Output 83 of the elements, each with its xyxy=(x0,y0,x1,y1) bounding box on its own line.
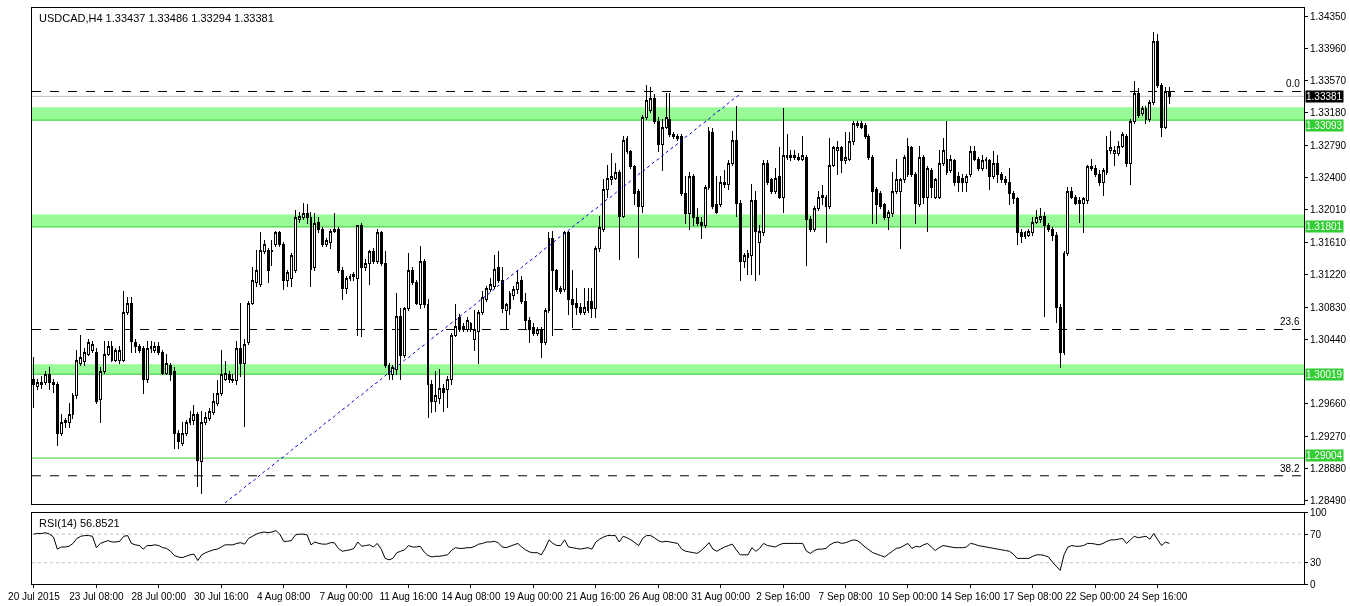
y-tick-label: 1.32400 xyxy=(1310,171,1347,183)
candlestick xyxy=(793,149,797,160)
candlestick xyxy=(691,173,695,226)
ref-line-label: 1.31801 xyxy=(1306,221,1343,232)
candlestick xyxy=(434,371,438,412)
x-tick-label: 26 Aug 08:00 xyxy=(628,591,689,603)
y-tick-label: 30 xyxy=(1310,557,1322,569)
candlestick xyxy=(301,202,305,221)
y-tick-label: 100 xyxy=(1310,507,1328,519)
y-tick-label: 1.32790 xyxy=(1310,139,1347,151)
x-tick-label: 24 Sep 16:00 xyxy=(1127,591,1188,603)
line-series xyxy=(224,93,741,504)
y-tick-label: 1.29270 xyxy=(1310,430,1347,442)
candlestick xyxy=(48,367,52,391)
y-tick-label: 1.31610 xyxy=(1310,237,1347,249)
x-tick-label: 10 Sep 00:00 xyxy=(878,591,939,603)
ref-line-label: 1.30019 xyxy=(1306,369,1343,380)
y-tick-label: 1.28490 xyxy=(1310,495,1347,507)
y-tick-label: 1.33960 xyxy=(1310,43,1347,54)
x-tick-label: 28 Jul 00:00 xyxy=(131,591,187,603)
candlestick xyxy=(180,421,184,446)
x-tick-label: 31 Aug 00:00 xyxy=(691,591,751,603)
x-tick-label: 22 Sep 00:00 xyxy=(1065,591,1126,603)
candlestick xyxy=(980,155,984,172)
x-tick-label: 19 Aug 00:00 xyxy=(503,591,564,603)
y-tick-label: 1.30440 xyxy=(1310,333,1347,345)
candlestick xyxy=(582,287,586,316)
y-tick-label: 1.30830 xyxy=(1310,301,1347,313)
x-tick-label: 21 Aug 16:00 xyxy=(566,591,626,603)
line-series xyxy=(33,530,1170,571)
candlestick xyxy=(996,155,1000,183)
y-tick-label: 1.34350 xyxy=(1310,10,1347,22)
x-tick-label: 14 Sep 16:00 xyxy=(940,591,1001,603)
candlestick xyxy=(945,120,949,175)
x-tick-label: 2 Sep 16:00 xyxy=(756,591,811,603)
ref-line-label: 1.33381 xyxy=(1306,91,1343,102)
chart-title: USDCAD,H4 1.33437 1.33486 1.33294 1.33381 xyxy=(39,12,274,24)
y-tick-label: 1.31220 xyxy=(1310,269,1347,281)
y-tick-label: 0 xyxy=(1310,578,1316,590)
y-tick-label: 1.32010 xyxy=(1310,204,1347,216)
y-tick-label: 1.28880 xyxy=(1310,462,1347,474)
candlestick xyxy=(375,228,379,264)
ref-line-label: 1.29004 xyxy=(1306,450,1343,461)
candlestick xyxy=(711,128,715,210)
candlestick xyxy=(836,141,840,175)
annotation: 0.0 xyxy=(1286,78,1301,89)
x-tick-label: 7 Aug 00:00 xyxy=(319,591,374,603)
candlestick xyxy=(55,381,59,446)
candlestick xyxy=(1007,167,1011,206)
x-tick-label: 14 Aug 08:00 xyxy=(441,591,501,603)
y-tick-label: 1.29660 xyxy=(1310,398,1347,410)
x-tick-label: 20 Jul 2015 xyxy=(8,591,61,603)
candlestick xyxy=(1023,230,1027,240)
candlestick xyxy=(965,173,968,192)
candlestick xyxy=(492,255,496,289)
candlestick xyxy=(44,371,48,386)
candlestick xyxy=(110,340,114,363)
candlestick xyxy=(1043,211,1046,317)
x-tick-label: 11 Aug 16:00 xyxy=(379,591,439,603)
candlestick xyxy=(368,249,371,285)
candlestick xyxy=(153,342,157,354)
candlestick xyxy=(961,173,965,192)
candlestick xyxy=(781,107,785,213)
annotation: 38.2 xyxy=(1280,463,1300,474)
y-tick-label: 1.33570 xyxy=(1310,75,1347,87)
candlestick xyxy=(465,317,469,332)
ref-line-label: 1.33093 xyxy=(1306,120,1343,131)
x-tick-label: 23 Jul 08:00 xyxy=(69,591,125,603)
x-tick-label: 17 Sep 08:00 xyxy=(1003,591,1064,603)
candlestick xyxy=(91,340,94,354)
candlestick xyxy=(133,338,137,354)
candlestick xyxy=(172,367,176,449)
x-tick-label: 4 Aug 08:00 xyxy=(256,591,311,603)
x-tick-label: 30 Jul 16:00 xyxy=(193,591,249,603)
candlestick xyxy=(688,171,691,230)
chart-title: RSI(14) 56.8521 xyxy=(39,517,120,529)
y-tick-label: 70 xyxy=(1310,528,1322,540)
candlestick xyxy=(968,145,972,178)
candlestick xyxy=(418,245,422,310)
annotation: 23.6 xyxy=(1280,316,1300,327)
candlestick xyxy=(258,232,262,288)
y-tick-label: 1.33180 xyxy=(1310,107,1347,119)
x-tick-label: 7 Sep 08:00 xyxy=(818,591,873,603)
